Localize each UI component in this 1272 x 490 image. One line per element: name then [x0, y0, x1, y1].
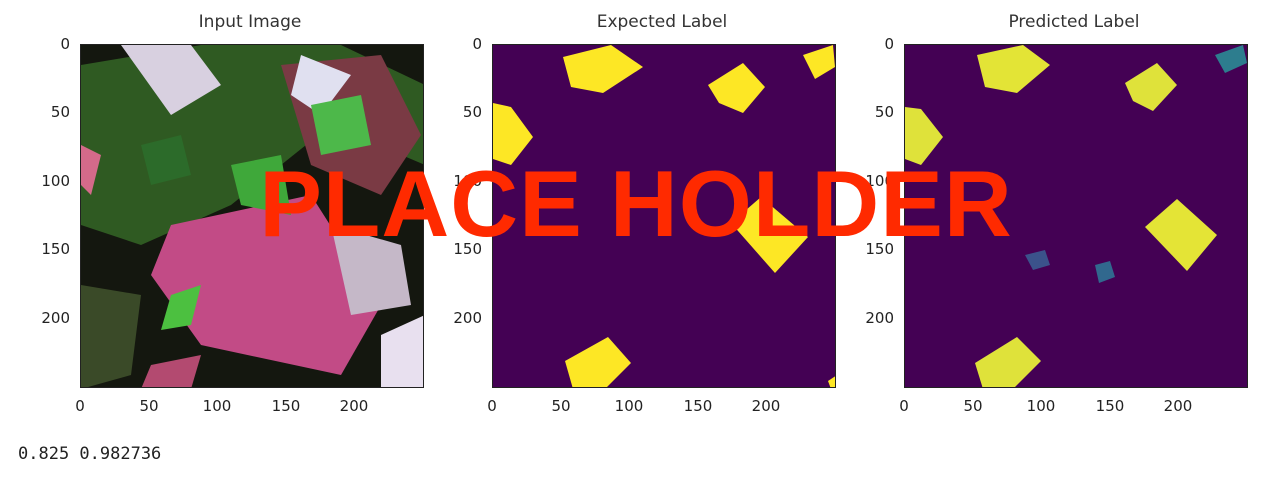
x-tick-label: 200 — [334, 397, 374, 415]
input-image-plot — [80, 44, 424, 388]
y-tick-label: 200 — [858, 309, 894, 327]
y-tick-label: 150 — [34, 240, 70, 258]
y-tick-label: 0 — [34, 35, 70, 53]
x-tick-label: 0 — [60, 397, 100, 415]
panel-title: Expected Label — [452, 12, 872, 32]
y-tick-label: 150 — [446, 240, 482, 258]
input-image-svg — [81, 45, 424, 388]
y-tick-label: 100 — [34, 172, 70, 190]
x-tick-label: 100 — [197, 397, 237, 415]
predicted-label-plot — [904, 44, 1248, 388]
x-tick-label: 150 — [266, 397, 306, 415]
x-tick-label: 150 — [1090, 397, 1130, 415]
expected-label-plot — [492, 44, 836, 388]
x-tick-label: 100 — [609, 397, 649, 415]
x-tick-label: 50 — [953, 397, 993, 415]
y-tick-label: 200 — [34, 309, 70, 327]
x-tick-label: 150 — [678, 397, 718, 415]
y-tick-label: 50 — [446, 103, 482, 121]
cell-output-text: 0.825 0.982736 — [18, 444, 161, 464]
x-tick-label: 0 — [884, 397, 924, 415]
x-tick-label: 50 — [541, 397, 581, 415]
y-tick-label: 0 — [858, 35, 894, 53]
panel-title: Predicted Label — [864, 12, 1272, 32]
x-tick-label: 0 — [472, 397, 512, 415]
y-tick-label: 0 — [446, 35, 482, 53]
x-tick-label: 100 — [1021, 397, 1061, 415]
y-tick-label: 100 — [446, 172, 482, 190]
y-tick-label: 100 — [858, 172, 894, 190]
y-tick-label: 200 — [446, 309, 482, 327]
predicted-label-svg — [905, 45, 1248, 388]
y-tick-label: 50 — [34, 103, 70, 121]
x-tick-label: 200 — [746, 397, 786, 415]
y-tick-label: 50 — [858, 103, 894, 121]
panel-title: Input Image — [40, 12, 460, 32]
x-tick-label: 200 — [1158, 397, 1198, 415]
y-tick-label: 150 — [858, 240, 894, 258]
x-tick-label: 50 — [129, 397, 169, 415]
expected-label-svg — [493, 45, 836, 388]
